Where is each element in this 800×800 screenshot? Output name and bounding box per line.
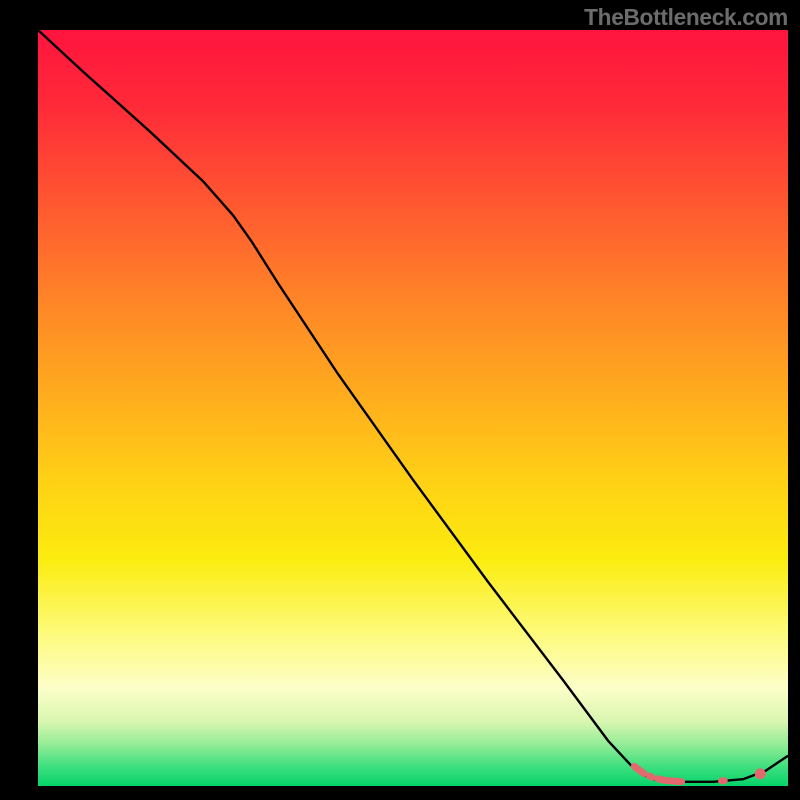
plot-svg [38, 30, 788, 786]
plot-area [38, 30, 788, 786]
plot-background [38, 30, 788, 786]
watermark-text: TheBottleneck.com [584, 4, 788, 31]
chart-frame: TheBottleneck.com [0, 0, 800, 800]
highlight-dot [755, 768, 766, 779]
